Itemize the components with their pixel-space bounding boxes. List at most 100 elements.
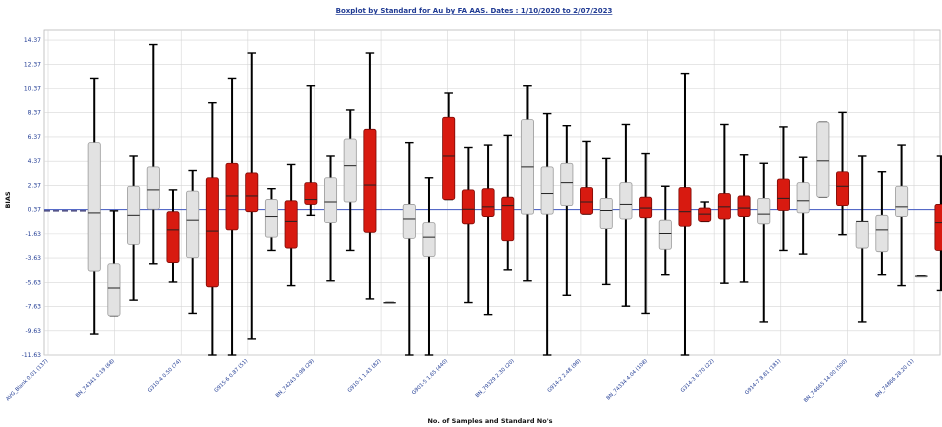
x-tick-label: G901-5 1.65 (440) [411, 358, 449, 396]
box-30 [639, 152, 653, 315]
box-body [343, 138, 357, 203]
y-tick-label: -9.63 [25, 328, 41, 335]
box-5 [146, 43, 160, 265]
y-tick-label: 2.37 [28, 182, 42, 189]
box-36 [757, 162, 771, 323]
box-body [934, 204, 942, 251]
box-45 [934, 155, 942, 292]
box-15 [343, 109, 357, 252]
box-4 [127, 155, 141, 301]
box-13 [304, 85, 318, 217]
x-tick-label: G310-4 0.50 (74) [147, 358, 183, 394]
box-38 [796, 156, 810, 255]
box-23 [501, 134, 515, 271]
box-body [737, 195, 751, 217]
y-tick-label: 0.37 [28, 207, 42, 214]
box-body [580, 187, 594, 215]
box-body [245, 172, 259, 213]
x-tick-label: BN_74341 0.19 (68) [75, 358, 116, 399]
box-body [776, 178, 790, 211]
box-42 [875, 171, 889, 276]
box-9 [225, 77, 239, 356]
y-axis-ticks: 14.37 12.37 10.37 8.37 6.37 4.37 2.37 0.37 -1.63… [22, 37, 42, 359]
box-32 [678, 72, 692, 356]
box-37 [776, 126, 790, 252]
y-tick-label: 10.37 [24, 86, 41, 93]
box-16 [363, 52, 377, 300]
box-body [461, 189, 475, 225]
x-tick-label: BN_74866 28.20 (1) [874, 358, 915, 399]
box-body [304, 182, 318, 205]
x-tick-label: AVG_Blank 0.01 (137) [5, 358, 49, 402]
box-44 [914, 275, 928, 278]
x-axis-ticks: AVG_Blank 0.01 (137) BN_74341 0.19 (68) G3… [5, 358, 915, 404]
y-tick-label: -3.63 [25, 255, 41, 262]
box-body [540, 166, 554, 215]
y-tick-label: -1.63 [25, 231, 41, 238]
box-body [816, 121, 830, 198]
box-39 [816, 121, 830, 198]
box-body [658, 219, 672, 250]
box-17 [383, 301, 397, 304]
box-25 [540, 112, 554, 356]
box-27 [580, 140, 594, 215]
box-body [186, 190, 200, 259]
box-6 [166, 189, 180, 283]
box-33 [698, 201, 712, 223]
box-8 [205, 101, 219, 356]
box-body [481, 188, 495, 217]
box-body [619, 182, 633, 220]
x-tick-label: BN_79329 2.30 (20) [475, 358, 516, 399]
y-axis-label: BIAS [4, 191, 12, 208]
box-12 [284, 163, 298, 287]
box-body [560, 162, 574, 207]
box-26 [560, 124, 574, 296]
box-34 [717, 123, 731, 284]
box-body [678, 187, 692, 227]
box-10 [245, 52, 259, 340]
box-40 [836, 111, 850, 236]
box-41 [855, 155, 869, 323]
box-18 [402, 141, 416, 356]
box-body [402, 204, 416, 239]
box-body [796, 182, 810, 214]
y-tick-label: 8.37 [28, 110, 42, 117]
x-tick-label: G314-3 6.70 (22) [680, 358, 716, 394]
box-31 [658, 185, 672, 276]
box-body [87, 142, 101, 272]
box-29 [619, 123, 633, 307]
box-body [205, 177, 219, 288]
box-3 [107, 210, 121, 317]
y-tick-label: -11.63 [22, 352, 42, 359]
box-28 [599, 157, 613, 286]
box-19 [422, 177, 436, 356]
box-body [324, 177, 338, 224]
box-body [836, 171, 850, 207]
box-7 [186, 169, 200, 315]
box-21 [461, 146, 475, 304]
y-tick-label: 4.37 [28, 158, 42, 165]
box-body [855, 220, 869, 249]
box-body [717, 193, 731, 220]
y-tick-label: -5.63 [25, 279, 41, 286]
box-body [166, 211, 180, 263]
box-body [363, 128, 377, 233]
box-2 [87, 77, 101, 335]
y-tick-label: -7.63 [25, 304, 41, 311]
box-body [284, 200, 298, 249]
box-body [264, 199, 278, 238]
box-body [107, 263, 121, 317]
box-22 [481, 144, 495, 316]
x-tick-label: BN_74243 0.98 (29) [275, 358, 316, 399]
box-body [757, 197, 771, 225]
y-tick-label: 12.37 [24, 61, 41, 68]
box-body [146, 166, 160, 210]
chart-title: Boxplot by Standard for Au by FA AAS. Da… [336, 7, 613, 15]
box-11 [264, 187, 278, 252]
box-43 [895, 144, 909, 287]
x-tick-label: BN_74665 14.00 (500) [803, 358, 849, 404]
box-body [639, 196, 653, 219]
x-tick-label: G910-1 1.43 (82) [347, 358, 383, 394]
box-body [422, 222, 436, 257]
